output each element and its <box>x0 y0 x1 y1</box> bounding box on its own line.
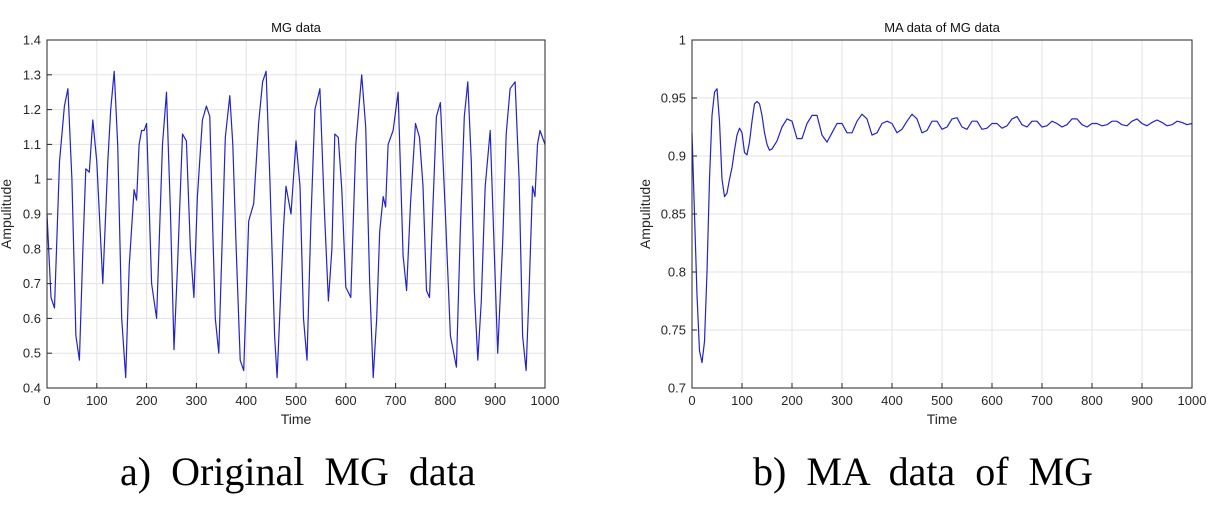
y-axis-label: Ampulitude <box>0 179 14 249</box>
x-tick-label: 800 <box>435 393 457 408</box>
y-tick-label: 1.2 <box>23 102 41 117</box>
y-tick-label: 1.3 <box>23 67 41 82</box>
y-tick-label: 1 <box>34 172 41 187</box>
y-tick-label: 0.7 <box>23 276 41 291</box>
y-tick-label: 0.9 <box>668 149 686 164</box>
y-tick-label: 0.4 <box>23 381 41 396</box>
x-tick-label: 800 <box>1081 393 1103 408</box>
x-tick-label: 700 <box>385 393 407 408</box>
x-tick-label: 900 <box>1131 393 1153 408</box>
x-tick-label: 0 <box>43 393 50 408</box>
series-line <box>46 70 546 379</box>
x-tick-label: 500 <box>931 393 953 408</box>
y-axis-label: Ampulitude <box>637 179 653 249</box>
x-tick-label: 1000 <box>1178 393 1207 408</box>
x-tick-label: 700 <box>1031 393 1053 408</box>
x-tick-label: 600 <box>981 393 1003 408</box>
x-axis-label: Time <box>927 411 958 427</box>
x-tick-label: 900 <box>484 393 506 408</box>
y-tick-label: 0.7 <box>668 381 686 396</box>
y-tick-label: 0.5 <box>23 346 41 361</box>
x-tick-label: 400 <box>881 393 903 408</box>
x-tick-label: 300 <box>831 393 853 408</box>
y-tick-label: 1.4 <box>23 33 41 48</box>
chart-a: 0 100 200 300 400 500 600 700 800 900 1000 0.4 0.5 0.… <box>0 20 559 427</box>
y-tick-label: 0.95 <box>661 91 686 106</box>
series-line <box>691 88 1193 364</box>
x-tick-label: 300 <box>186 393 208 408</box>
y-tick-label: 0.6 <box>23 311 41 326</box>
x-tick-label: 200 <box>781 393 803 408</box>
x-tick-label: 100 <box>86 393 108 408</box>
x-tick-label: 0 <box>688 393 695 408</box>
y-tick-label: 0.8 <box>668 265 686 280</box>
y-tick-label: 1 <box>679 33 686 48</box>
x-tick-label: 600 <box>335 393 357 408</box>
chart-b: 0 100 200 300 400 500 600 700 800 900 1000 0.7 0.75 0… <box>637 20 1206 427</box>
x-tick-label: 100 <box>731 393 753 408</box>
x-tick-label: 1000 <box>531 393 560 408</box>
y-tick-label: 0.8 <box>23 241 41 256</box>
y-tick-label: 1.1 <box>23 137 41 152</box>
y-tick-label: 0.9 <box>23 207 41 222</box>
caption-b: b) MA data of MG <box>753 449 1093 494</box>
x-axis-label: Time <box>281 411 312 427</box>
caption-a: a) Original MG data <box>120 449 476 494</box>
y-tick-label: 0.85 <box>661 207 686 222</box>
chart-title: MA data of MG data <box>884 20 1000 35</box>
x-tick-label: 400 <box>235 393 257 408</box>
x-tick-label: 200 <box>136 393 158 408</box>
chart-title: MG data <box>271 20 322 35</box>
x-tick-label: 500 <box>285 393 307 408</box>
y-tick-label: 0.75 <box>661 323 686 338</box>
